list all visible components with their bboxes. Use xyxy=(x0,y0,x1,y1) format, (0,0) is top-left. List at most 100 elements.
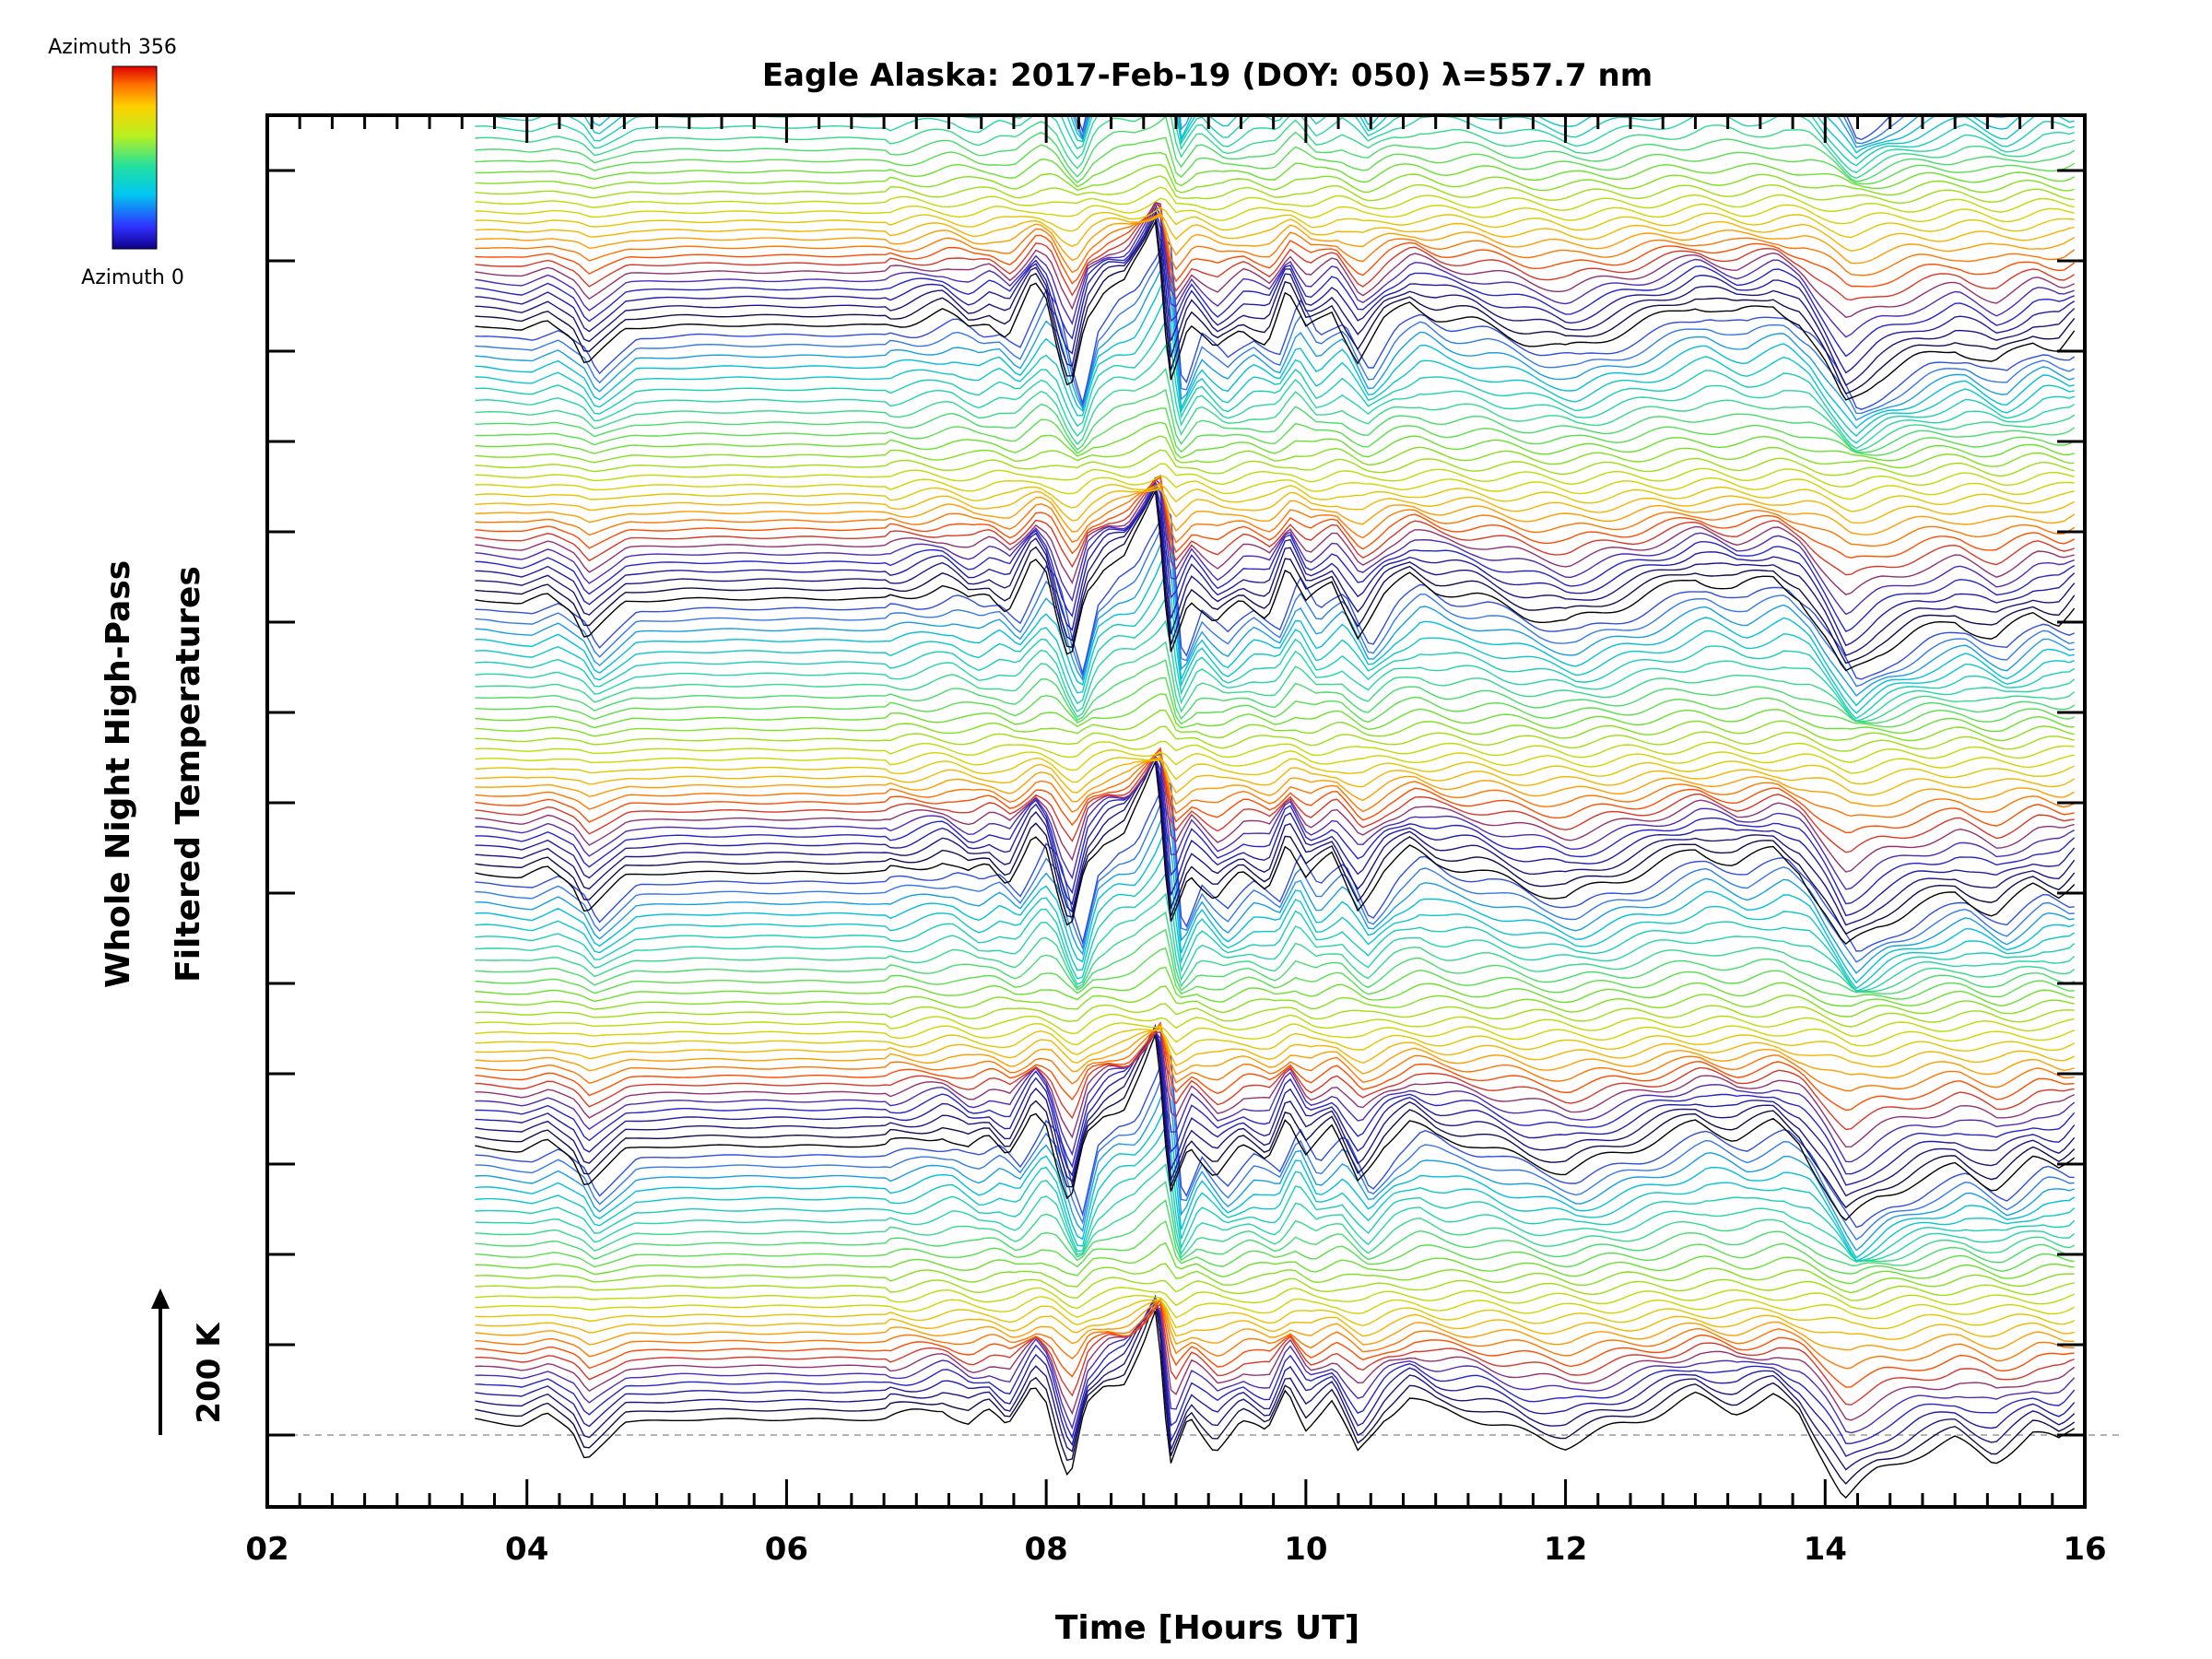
trace-line xyxy=(475,755,2076,935)
trace-line xyxy=(475,753,2075,873)
trace-line xyxy=(475,1298,2076,1444)
trace-line xyxy=(475,756,2076,905)
trace-line xyxy=(475,483,2076,656)
colorbar-bottom-label: Azimuth 0 xyxy=(81,266,184,289)
trace-line xyxy=(475,219,2076,401)
trace-line xyxy=(475,725,2075,752)
x-tick-label: 04 xyxy=(505,1531,548,1568)
trace-line xyxy=(475,928,2075,994)
trace-line xyxy=(475,1023,2076,1197)
trace-line xyxy=(475,1025,2075,1131)
trace-line xyxy=(475,488,2076,524)
trace-line xyxy=(475,475,2075,500)
trace-line xyxy=(475,1145,2076,1262)
trace-line xyxy=(475,1241,2075,1285)
trace-line xyxy=(475,388,2076,453)
trace-line xyxy=(475,421,2075,462)
trace-line xyxy=(475,806,2075,974)
trace-line xyxy=(475,258,2075,421)
trace-line xyxy=(475,435,2075,469)
trace-line xyxy=(475,677,2075,728)
trace-line xyxy=(475,213,2075,253)
trace-line xyxy=(475,483,2075,512)
trace-line xyxy=(475,1083,2075,1252)
y-axis-label-line-1: Whole Night High-Pass xyxy=(100,560,137,988)
trace-line xyxy=(475,516,2075,688)
trace-line xyxy=(475,344,2076,450)
trace-line xyxy=(475,947,2075,1000)
trace-line xyxy=(475,115,2075,180)
trace-line xyxy=(475,1294,2076,1320)
trace-line xyxy=(475,1299,2075,1330)
trace-line xyxy=(475,911,2076,993)
colorbar-top-label: Azimuth 356 xyxy=(48,36,177,59)
x-tick-label: 14 xyxy=(1804,1531,1847,1568)
trace-line xyxy=(475,478,2075,616)
trace-line xyxy=(475,1025,2076,1186)
trace-line xyxy=(475,482,2076,647)
scale-bar: 200 K xyxy=(151,1288,228,1435)
trace-line xyxy=(475,274,2075,429)
trace-line xyxy=(475,477,2075,595)
trace-line xyxy=(475,407,2076,456)
trace-line xyxy=(475,487,2076,535)
trace-line xyxy=(475,206,2076,288)
trace-line xyxy=(475,475,2076,559)
trace-line xyxy=(475,759,2076,796)
trace-line xyxy=(475,849,2076,990)
trace-line xyxy=(475,1003,2075,1028)
trace-line xyxy=(475,756,2076,807)
trace-line xyxy=(475,246,2076,415)
trace-line xyxy=(475,238,2076,410)
trace-line xyxy=(475,488,2076,672)
trace-line xyxy=(475,1311,2076,1500)
trace-line xyxy=(475,201,2075,318)
y-axis-label-line-2: Filtered Temperatures xyxy=(170,566,207,982)
scale-bar-label: 200 K xyxy=(191,1322,228,1424)
trace-line xyxy=(475,709,2075,742)
trace-line xyxy=(475,1028,2076,1057)
scale-arrow-head xyxy=(151,1288,170,1309)
trace-line xyxy=(475,1295,2076,1457)
x-tick-label: 02 xyxy=(245,1531,288,1568)
trace-line xyxy=(475,1022,2075,1047)
trace-line xyxy=(475,206,2075,239)
trace-line xyxy=(475,1020,2075,1112)
trace-line xyxy=(475,747,2075,834)
trace-line xyxy=(475,1297,2075,1370)
trace-line xyxy=(475,203,2076,301)
trace-line xyxy=(475,463,2075,488)
trace-line xyxy=(475,115,2075,174)
trace-line xyxy=(475,151,2076,190)
x-tick-label: 06 xyxy=(765,1531,808,1568)
trace-line xyxy=(475,1025,2076,1209)
trace-line xyxy=(475,367,2076,453)
trace-line xyxy=(475,215,2076,265)
trace-line xyxy=(475,1026,2075,1079)
trace-line xyxy=(475,203,2075,358)
trace-line xyxy=(475,1013,2075,1037)
trace-line xyxy=(475,1034,2076,1221)
trace-line xyxy=(475,740,2075,763)
trace-line xyxy=(475,1181,2075,1263)
trace-line xyxy=(475,1299,2075,1340)
trace-line xyxy=(475,163,2075,196)
x-axis: 02 04 06 08 10 12 14 16 xyxy=(245,115,2107,1568)
trace-line xyxy=(475,1199,2075,1266)
trace-line xyxy=(475,1023,2075,1092)
trace-line xyxy=(475,201,2075,338)
trace-line xyxy=(475,1031,2075,1148)
trace-line xyxy=(475,186,2075,213)
trace-line xyxy=(475,508,2075,680)
trace-line xyxy=(475,1294,2076,1471)
trace-line xyxy=(475,693,2075,735)
x-tick-label: 16 xyxy=(2063,1531,2106,1568)
x-tick-label: 12 xyxy=(1544,1531,1587,1568)
trace-line xyxy=(475,985,2075,1018)
trace-group xyxy=(475,115,2076,1500)
trace-line xyxy=(475,485,2076,665)
trace-line xyxy=(475,212,2076,276)
trace-line xyxy=(475,892,2076,993)
trace-line xyxy=(475,1298,2075,1388)
